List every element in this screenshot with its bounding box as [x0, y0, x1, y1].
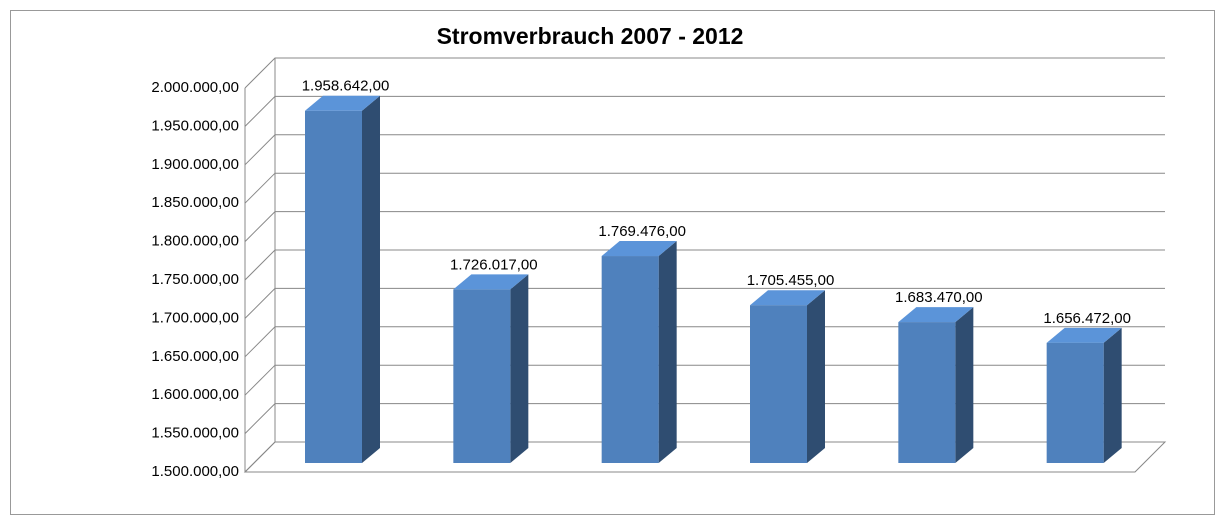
grid-line — [244, 211, 1165, 242]
grid-line — [244, 441, 1165, 473]
grid-line — [244, 172, 1165, 204]
value-label: 1.705.455,00 — [747, 272, 835, 289]
grid-line — [244, 134, 1165, 166]
grid-line — [244, 364, 1165, 396]
bar-side — [955, 307, 974, 463]
bar-top — [750, 290, 825, 306]
y-tick-label: 1.600.000,00 — [151, 386, 239, 403]
y-tick-label: 1.750.000,00 — [151, 271, 239, 288]
bar-top — [305, 95, 380, 111]
grid-line — [244, 95, 1165, 127]
bar-side — [807, 290, 825, 463]
y-tick-label: 1.650.000,00 — [151, 348, 239, 365]
bar-top — [453, 274, 529, 290]
value-label: 1.683.470,00 — [895, 289, 983, 306]
bar — [305, 110, 362, 464]
bar-side — [510, 274, 529, 463]
bar-side — [362, 95, 380, 464]
value-label: 1.726.017,00 — [450, 256, 538, 273]
y-tick-label: 1.800.000,00 — [151, 233, 239, 250]
grid-line — [244, 403, 1165, 434]
y-tick-label: 1.550.000,00 — [151, 425, 239, 442]
bar — [1046, 342, 1104, 463]
y-tick-label: 1.500.000,00 — [151, 463, 239, 480]
value-label: 1.769.476,00 — [598, 223, 686, 240]
y-tick-label: 1.950.000,00 — [151, 117, 239, 134]
y-tick-label: 1.900.000,00 — [151, 156, 239, 173]
grid-line — [244, 326, 1165, 358]
bar-side — [658, 241, 677, 463]
y-tick-label: 1.700.000,00 — [151, 309, 239, 326]
value-label: 1.656.472,00 — [1043, 310, 1131, 327]
bar — [453, 289, 511, 463]
bar-top — [898, 307, 974, 323]
bar — [601, 256, 659, 463]
chart-title: Stromverbrauch 2007 - 2012 — [437, 23, 744, 49]
bar-top — [601, 241, 677, 257]
bar-top — [1046, 327, 1122, 343]
bar-side — [1103, 327, 1122, 463]
value-label: 1.958.642,00 — [302, 78, 390, 95]
bar — [750, 305, 807, 463]
y-tick-label: 1.850.000,00 — [151, 194, 239, 211]
grid-line — [244, 249, 1165, 281]
grid-line — [244, 57, 1165, 89]
bar — [898, 322, 956, 463]
grid-line — [244, 287, 1165, 319]
y-tick-label: 2.000.000,00 — [151, 79, 239, 96]
